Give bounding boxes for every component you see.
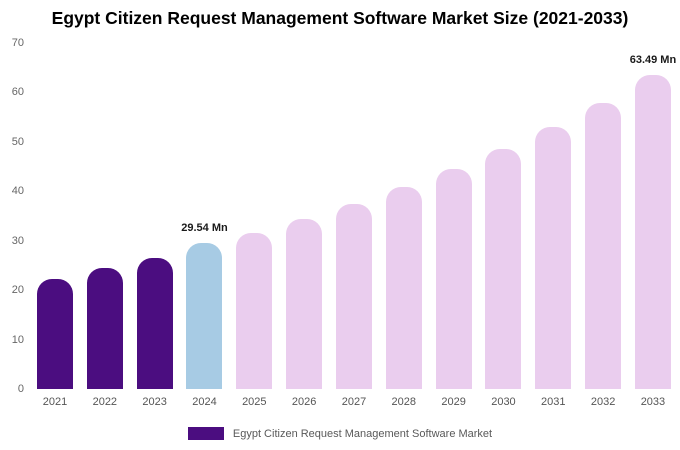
bar-column-2027: 2027 <box>332 43 376 408</box>
bar-column-2033: 63.49 Mn 2033 <box>629 43 677 408</box>
bar-2029[interactable] <box>435 168 472 389</box>
x-axis-label: 2031 <box>541 396 566 408</box>
bar-2026[interactable] <box>286 218 323 389</box>
legend-label: Egypt Citizen Request Management Softwar… <box>232 427 493 440</box>
bars: 2021 2022 2023 29.54 Mn 2024 2025 2026 2027 2028… <box>33 43 677 408</box>
bar-2031[interactable] <box>535 127 572 389</box>
bar-2023[interactable] <box>136 257 173 389</box>
x-axis-label: 2029 <box>441 396 466 408</box>
bar-column-2025: 2025 <box>232 43 276 408</box>
x-axis-label: 2032 <box>590 396 616 408</box>
bar-2025[interactable] <box>236 232 273 389</box>
y-axis-tick-label: 60 <box>11 86 24 99</box>
bar-2022[interactable] <box>86 268 123 389</box>
legend[interactable]: Egypt Citizen Request Management Softwar… <box>0 427 680 440</box>
bar-2028[interactable] <box>385 187 422 389</box>
x-axis-label: 2021 <box>42 396 68 408</box>
plot-area: 2021 2022 2023 29.54 Mn 2024 2025 2026 2027 2028… <box>33 43 677 408</box>
legend-swatch <box>187 427 224 440</box>
bar-value-label: 29.54 Mn <box>181 222 228 234</box>
y-axis-tick-label: 20 <box>11 284 24 297</box>
y-axis-tick-label: 30 <box>11 234 24 247</box>
bar-2024[interactable] <box>186 243 223 389</box>
bar-column-2031: 2031 <box>531 43 575 408</box>
y-axis-tick-label: 40 <box>11 185 24 198</box>
chart-title: Egypt Citizen Request Management Softwar… <box>51 8 629 28</box>
bar-2027[interactable] <box>335 204 372 389</box>
x-axis-label: 2025 <box>242 396 267 408</box>
y-axis-tick-label: 70 <box>11 37 24 49</box>
y-axis-tick-label: 50 <box>11 135 24 148</box>
x-axis-label: 2022 <box>92 396 118 408</box>
x-axis-label: 2027 <box>341 396 367 408</box>
bar-column-2022: 2022 <box>83 43 127 408</box>
bar-column-2032: 2032 <box>581 43 625 408</box>
y-axis-tick-label: 0 <box>17 383 24 395</box>
bar-column-2029: 2029 <box>432 43 476 408</box>
bar-column-2021: 2021 <box>33 43 77 408</box>
bar-column-2028: 2028 <box>382 43 426 408</box>
x-axis-label: 2023 <box>142 396 167 408</box>
x-axis-label: 2030 <box>491 396 516 408</box>
bar-column-2026: 2026 <box>282 43 326 408</box>
bar-2021[interactable] <box>37 279 73 389</box>
bar-2032[interactable] <box>585 103 622 389</box>
y-axis-tick-label: 10 <box>11 333 24 346</box>
bar-column-2030: 2030 <box>481 43 525 408</box>
x-axis-label: 2028 <box>391 396 417 408</box>
x-axis-label: 2033 <box>640 396 666 408</box>
bar-column-2024: 29.54 Mn 2024 <box>181 43 228 408</box>
bar-value-label: 63.49 Mn <box>629 54 677 67</box>
y-axis: 0 10 20 30 40 50 60 70 <box>0 37 26 395</box>
bar-2033[interactable] <box>634 75 671 389</box>
x-axis-label: 2024 <box>192 396 217 408</box>
bar-2030[interactable] <box>485 148 522 389</box>
bar-column-2023: 2023 <box>133 43 177 408</box>
x-axis-label: 2026 <box>291 396 317 408</box>
